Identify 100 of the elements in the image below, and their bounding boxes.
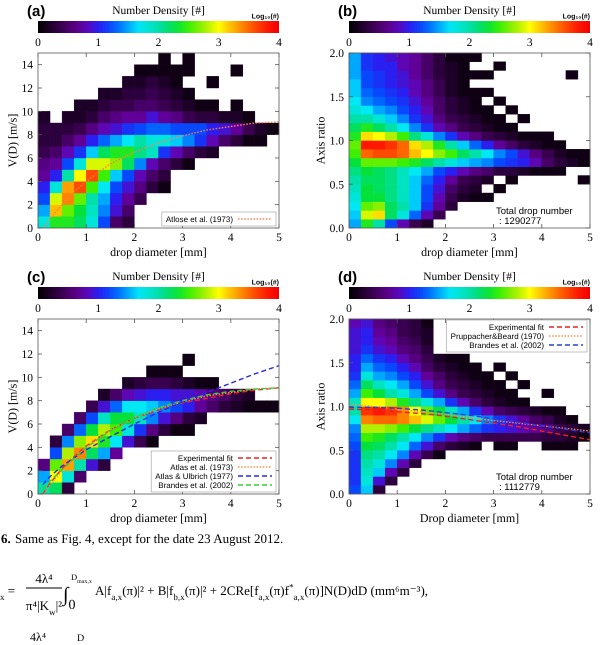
y-tick-label: 10 [22, 106, 34, 118]
y-tick-label: 4 [27, 176, 34, 188]
color-bar-label: 3 [216, 37, 222, 49]
color-bar-label: 0 [35, 37, 42, 49]
text: 6. [1, 531, 11, 546]
color-bar-label: 4 [276, 303, 282, 315]
color-bar-label: 3 [216, 303, 222, 315]
text: π⁴|K$_{w}$|² [26, 598, 62, 617]
y-tick-label: 2 [27, 200, 34, 212]
x-tick-label: 1 [394, 232, 400, 244]
text: Same as Fig. 4, except for the date 23 August 2012. [15, 531, 284, 546]
x-tick-label: 4 [228, 498, 234, 510]
legend-label: Atlose et al. (1973) [166, 214, 234, 224]
color-bar-label: 1 [406, 37, 412, 49]
color-bar-label: 4 [587, 303, 594, 315]
y-tick-label: 10 [22, 372, 34, 384]
y-tick-label: 12 [22, 83, 34, 95]
x-tick-label: 0 [35, 498, 42, 510]
color-bar-label: 4 [276, 37, 282, 49]
legend-label: Experimental fit [488, 322, 545, 332]
color-bar-label: 2 [466, 37, 473, 49]
color-bar-label: 1 [95, 303, 102, 315]
y-tick-label: 0 [27, 489, 34, 501]
x-tick-label: 5 [587, 498, 594, 510]
text: ∫$_{0}$ [61, 584, 76, 612]
x-tick-label: 0 [346, 232, 352, 244]
color-bar-label: 2 [466, 303, 473, 315]
x-tick-label: 5 [587, 232, 594, 244]
y-axis-title: Axis ratio [313, 382, 328, 430]
x-tick-label: 0 [346, 498, 352, 510]
chart-title: (a) [27, 3, 46, 20]
x-tick-label: 3 [490, 498, 497, 510]
y-tick-label: 0 [27, 223, 34, 235]
y-tick-label: 1.5 [330, 92, 344, 104]
color-bar-label: 0 [346, 37, 352, 49]
x-tick-label: 4 [538, 232, 545, 244]
legend-label: Pruppacher&Beard (1970) [450, 332, 544, 341]
legend-label: Brandes et al. (2002) [469, 340, 544, 350]
chart-title: (c) [27, 269, 46, 286]
y-tick-label: 1.0 [330, 402, 344, 414]
legend-label: Atlas et al. (1973) [170, 462, 234, 472]
x-axis-title: drop diameter [mm] [421, 245, 518, 259]
text: D [77, 633, 84, 644]
y-tick-label: 0.0 [330, 223, 344, 235]
y-tick-label: 1.5 [330, 358, 344, 370]
y-tick-label: 8 [27, 396, 34, 408]
x-tick-label: 2 [132, 232, 138, 244]
color-bar-label: 3 [526, 37, 533, 49]
color-bar-label: 4 [587, 37, 594, 49]
x-tick-label: 3 [180, 498, 186, 510]
y-tick-label: 6 [27, 153, 34, 165]
color-bar-label: 2 [156, 37, 162, 49]
x-tick-label: 3 [180, 232, 186, 244]
x-axis-title: drop diameter [mm] [110, 511, 207, 525]
y-tick-label: 6 [27, 419, 34, 431]
text: A|f$_{a,x}$(π)|² + B|f$_{b,x}$(π)|² + 2CRe[f$_{a,x}$(π)f$^{*}$$_{a,x}$(π)]N(D)dD (mm⁶m⁻³), [95, 582, 428, 602]
y-axis-title: V(D) [m/s] [5, 380, 20, 434]
y-tick-label: 8 [27, 130, 34, 142]
annotation: Total drop number [496, 472, 573, 483]
annotation: : 1112779 [499, 482, 540, 493]
color-bar-title: Number Density [#] [423, 271, 516, 283]
x-tick-label: 4 [538, 498, 545, 510]
y-tick-label: 4 [27, 442, 34, 454]
color-bar-label: 0 [346, 303, 352, 315]
y-tick-label: 0.0 [330, 489, 344, 501]
x-axis-title: drop diameter [mm] [110, 245, 207, 259]
y-tick-label: 2 [27, 466, 34, 478]
annotation: Total drop number [496, 206, 573, 217]
x-tick-label: 1 [394, 498, 400, 510]
x-axis-title: Drop diameter [mm] [420, 511, 520, 525]
color-bar-label: 1 [95, 37, 102, 49]
text: 4λ⁴ [30, 630, 46, 644]
x-tick-label: 4 [228, 232, 234, 244]
color-bar-label: 0 [35, 303, 42, 315]
color-bar-title: Number Density [#] [112, 271, 205, 283]
x-tick-label: 2 [132, 498, 138, 510]
color-bar-label: 3 [526, 303, 533, 315]
y-tick-label: 1.0 [330, 136, 344, 148]
y-tick-label: 12 [22, 349, 34, 361]
y-tick-label: 14 [22, 326, 34, 338]
text: 4λ⁴ [35, 571, 54, 586]
x-tick-label: 5 [276, 498, 282, 510]
y-tick-label: 0.5 [330, 179, 344, 192]
legend-label: Brandes et al. (2002) [158, 480, 234, 490]
x-tick-label: 2 [442, 498, 449, 510]
x-tick-label: 1 [83, 498, 90, 510]
y-axis-title: Axis ratio [313, 116, 328, 164]
y-tick-label: 0.5 [330, 445, 344, 458]
chart-title: (b) [338, 3, 358, 20]
color-bar-label: 2 [156, 303, 162, 315]
x-tick-label: 0 [35, 232, 42, 244]
y-tick-label: 2.0 [330, 48, 344, 60]
y-axis-title: V(D) [m/s] [5, 114, 20, 168]
legend-label: Experimental fit [178, 454, 234, 463]
annotation: : 1290277 [499, 216, 542, 227]
x-tick-label: 3 [490, 232, 497, 244]
chart-title: (d) [338, 269, 358, 286]
color-bar-label: 1 [406, 303, 412, 315]
text: D$_{max,x}$ [71, 572, 92, 585]
legend-label: Atlas & Ulbrich (1977) [155, 472, 234, 481]
